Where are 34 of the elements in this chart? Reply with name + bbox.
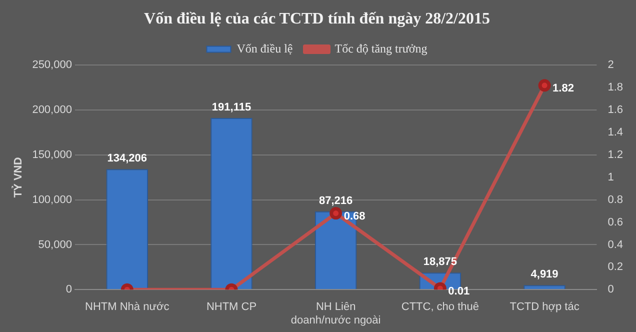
x-tick-label: NHTM Nhà nước: [85, 301, 170, 314]
y2-tick-label: 1.4: [608, 126, 624, 139]
x-tick-label: CTTC, cho thuê: [401, 301, 480, 314]
y-tick-label: 250,000: [32, 59, 72, 72]
y-tick-label: 100,000: [32, 194, 72, 206]
y2-tick-label: 0.2: [608, 261, 624, 274]
x-tick-label: NH Liên doanh/nước ngoài: [290, 301, 381, 326]
legend-label: Tốc độ tăng trưởng: [334, 41, 428, 56]
y-tick-label: 0: [66, 284, 72, 296]
y-axis-title: TỶ VND: [12, 157, 25, 198]
y2-tick-label: 1.8: [608, 82, 624, 94]
x-tick-label: NHTM CP: [206, 301, 257, 314]
y2-tick-label: 1.2: [608, 148, 624, 161]
data-label: 87,216: [319, 194, 353, 207]
data-label: 0.68: [344, 210, 366, 222]
data-label: 0.01: [448, 286, 470, 298]
chart-title: Vốn điều lệ của các TCTD tính đến ngày 28/2/2015: [144, 10, 490, 28]
legend-label: Vốn điều lệ: [236, 41, 293, 56]
y2-tick-label: 1.6: [608, 104, 624, 116]
y2-tick-label: 0: [608, 284, 614, 296]
point: [538, 79, 551, 92]
y2-tick-label: 1: [608, 171, 614, 184]
y-tick-label: 50,000: [38, 238, 72, 251]
y2-tick-label: 2: [608, 59, 614, 72]
y-tick-label: 200,000: [32, 104, 72, 116]
x-tick-label: TCTD hợp tác: [510, 301, 580, 314]
y2-tick-label: 0.4: [608, 238, 624, 251]
data-label: 134,206: [107, 152, 148, 165]
y2-tick-label: 0.8: [608, 194, 624, 206]
data-label: 1.82: [552, 82, 574, 94]
data-label: 4,919: [530, 268, 558, 281]
y2-tick-label: 0.6: [608, 216, 624, 228]
y-tick-label: 150,000: [32, 148, 72, 161]
data-label: 191,115: [212, 102, 252, 114]
